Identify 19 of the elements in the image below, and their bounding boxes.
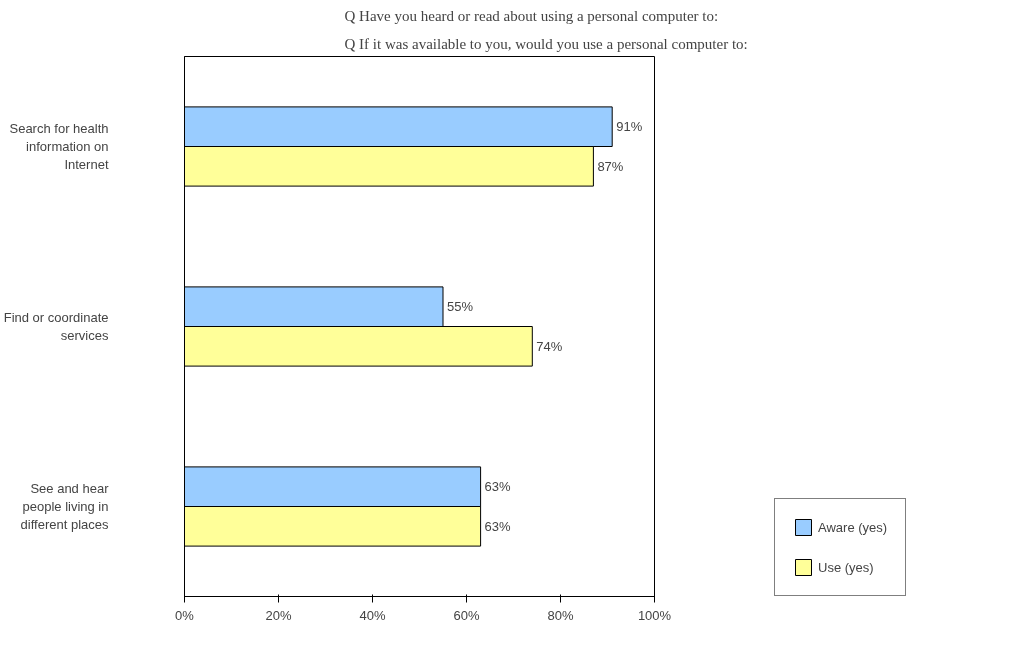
x-tick-label: 20% [265,607,292,623]
data-label: 55% [447,299,474,315]
y-tick-label: Search for health information on Internet [9,121,109,172]
y-tick-label: See and hear people living in different places [20,481,110,532]
data-label: 63% [484,479,512,495]
x-tick-label: 100% [637,607,672,623]
data-label: 63% [484,518,512,534]
x-tick-label: 40% [359,607,386,623]
x-tick-label: 80% [547,607,574,623]
y-tick-label: Find or coordinate services [3,310,109,343]
x-tick-label: 60% [453,607,480,623]
data-label: 91% [616,119,643,135]
legend-label: Use (yes) [818,559,874,575]
legend-label: Aware (yes) [818,519,888,535]
data-label: 87% [597,158,624,174]
data-label: 74% [536,338,563,354]
chart-title: Q Have you heard or read about using a personal computer to: [344,7,719,24]
x-tick-label: 0% [175,607,195,623]
chart-subtitle: Q If it was available to you, would you use a personal computer to: [344,35,748,52]
